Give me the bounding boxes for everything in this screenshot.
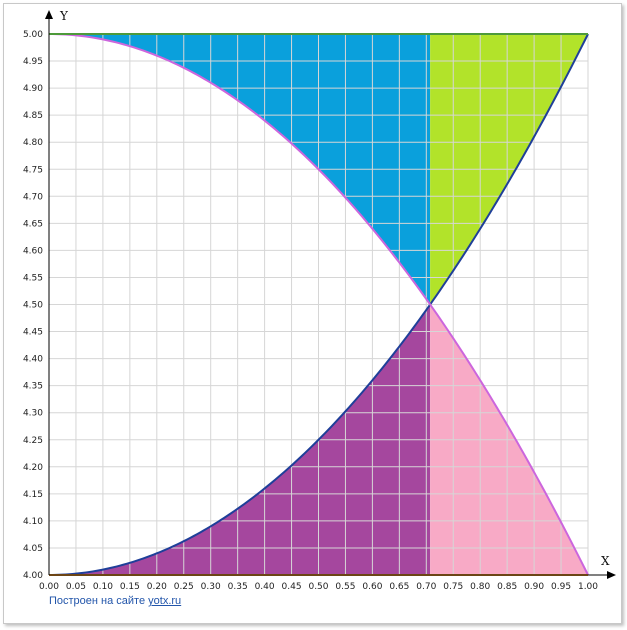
y-tick-label: 4.25 <box>23 436 43 446</box>
y-tick-label: 4.95 <box>23 57 43 67</box>
x-tick-label: 0.10 <box>93 582 113 592</box>
y-tick-label: 4.75 <box>23 165 43 175</box>
y-tick-label: 4.50 <box>23 301 43 311</box>
x-tick-label: 0.85 <box>497 582 517 592</box>
x-tick-label: 0.50 <box>308 582 328 592</box>
region-3 <box>49 304 431 575</box>
y-tick-label: 5.00 <box>23 30 43 40</box>
x-tick-label: 0.15 <box>120 582 140 592</box>
x-tick-label: 0.80 <box>470 582 490 592</box>
x-tick-label: 0.05 <box>66 582 86 592</box>
tick-labels: 0.00 0.05 0.10 0.15 0.20 0.25 0.30 0.35 0.40 0.45… <box>23 30 598 592</box>
x-tick-label: 1.00 <box>578 582 598 592</box>
y-tick-label: 4.80 <box>23 138 43 148</box>
axes: YX <box>45 9 616 579</box>
y-tick-label: 4.85 <box>23 111 43 121</box>
y-tick-label: 4.70 <box>23 192 43 202</box>
y-tick-label: 4.20 <box>23 463 43 473</box>
x-tick-label: 0.55 <box>335 582 355 592</box>
region-1 <box>49 34 431 305</box>
x-tick-label: 0.00 <box>39 582 59 592</box>
y-tick-label: 4.00 <box>23 571 43 581</box>
footer-credit: Построен на сайте yotx.ru <box>49 595 181 607</box>
x-tick-label: 0.40 <box>255 582 275 592</box>
y-tick-label: 4.65 <box>23 219 43 229</box>
x-tick-label: 0.70 <box>416 582 436 592</box>
footer-link[interactable]: yotx.ru <box>148 595 182 607</box>
x-axis-label: X <box>601 554 610 568</box>
x-axis-arrow <box>607 571 616 579</box>
x-tick-label: 0.75 <box>443 582 463 592</box>
y-tick-label: 4.15 <box>23 490 43 500</box>
grid-lines <box>48 33 589 576</box>
y-tick-label: 4.60 <box>23 246 43 256</box>
x-tick-label: 0.35 <box>228 582 248 592</box>
y-tick-label: 4.30 <box>23 409 43 419</box>
footer-text: Построен на сайте <box>49 595 146 607</box>
y-tick-label: 4.10 <box>23 517 43 527</box>
y-tick-label: 4.35 <box>23 382 43 392</box>
x-tick-label: 0.20 <box>147 582 167 592</box>
y-tick-label: 4.05 <box>23 544 43 554</box>
y-tick-label: 4.55 <box>23 273 43 283</box>
y-tick-label: 4.90 <box>23 84 43 94</box>
y-axis-arrow <box>45 10 53 19</box>
x-tick-label: 0.90 <box>524 582 544 592</box>
x-tick-label: 0.30 <box>201 582 221 592</box>
y-tick-label: 4.40 <box>23 355 43 365</box>
curve-2 <box>48 33 589 576</box>
x-tick-label: 0.25 <box>174 582 194 592</box>
x-tick-label: 0.60 <box>362 582 382 592</box>
y-tick-label: 4.45 <box>23 328 43 338</box>
x-tick-label: 0.95 <box>551 582 571 592</box>
x-tick-label: 0.45 <box>282 582 302 592</box>
y-axis-label: Y <box>59 9 69 23</box>
x-tick-label: 0.65 <box>389 582 409 592</box>
curve-1 <box>48 33 589 576</box>
